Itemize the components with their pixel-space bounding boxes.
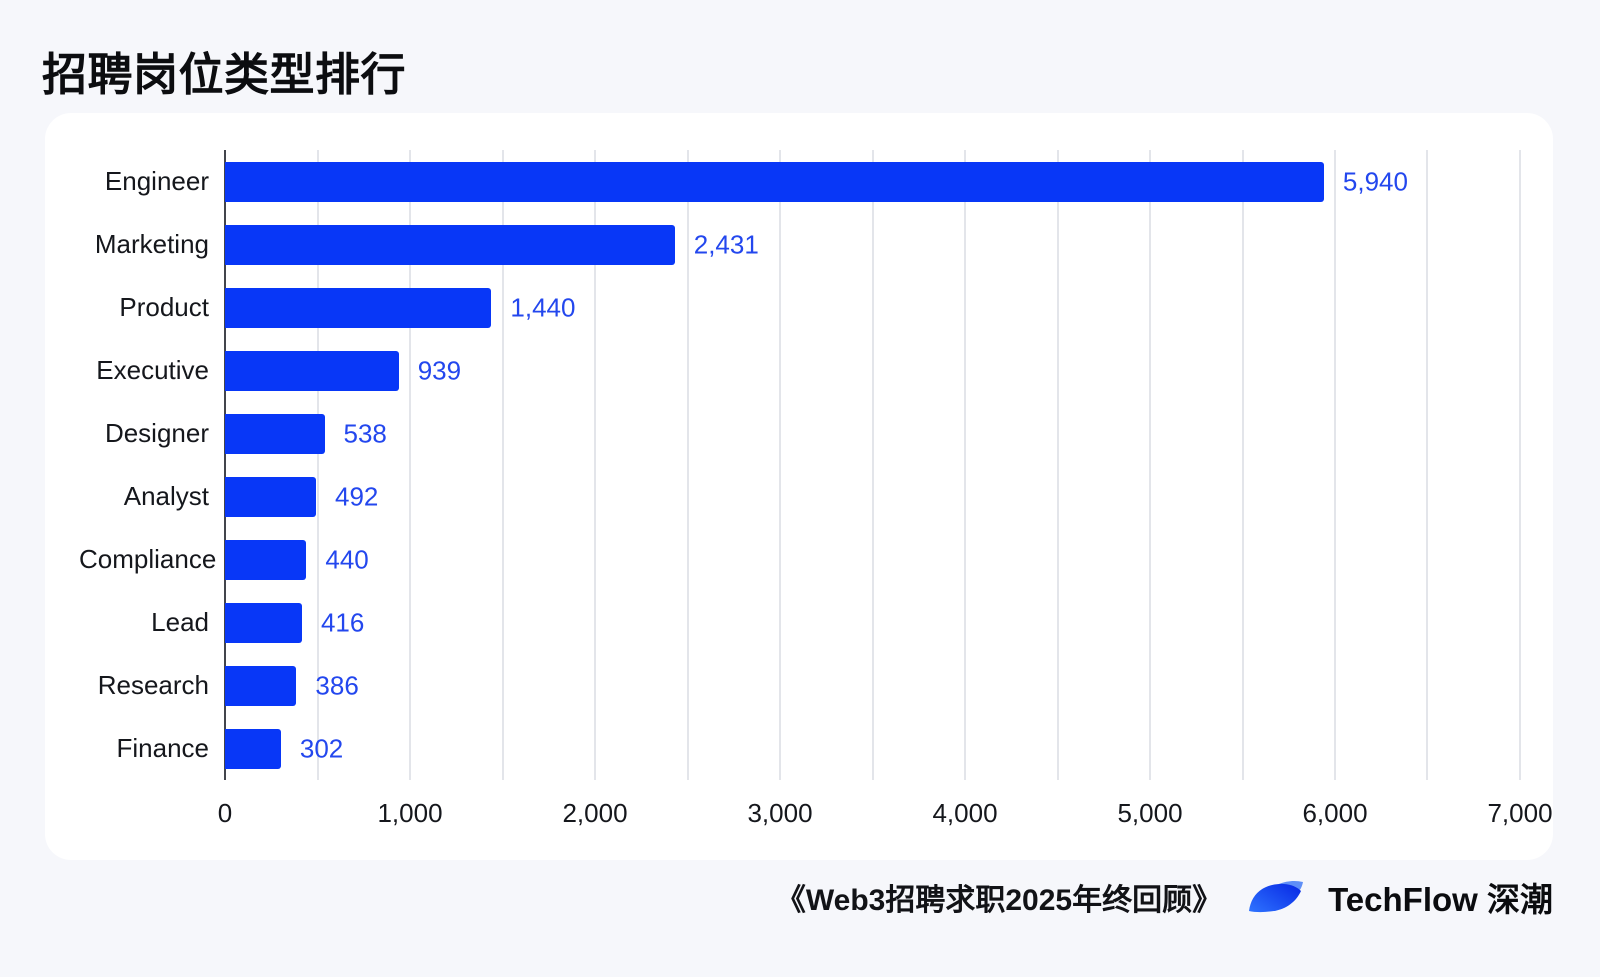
bar-track: 440 [225, 539, 1520, 580]
category-label: Research [97, 670, 209, 700]
value-label: 5,940 [1342, 166, 1408, 196]
gridline [779, 150, 781, 780]
page-title: 招聘岗位类型排行 [42, 49, 407, 100]
x-tick-label: 4,000 [932, 798, 998, 828]
chart-card: Engineer 5,940 Marketing 2,431 Product 1,440 E… [45, 113, 1553, 860]
category-label: Executive [96, 355, 209, 385]
x-tick-label: 0 [217, 798, 233, 828]
bar-row: Marketing 2,431 [79, 213, 1520, 276]
gridline [1241, 150, 1244, 780]
brand-text: TechFlow 深潮 [1328, 881, 1553, 918]
gridline [594, 150, 596, 780]
footer: 《Web3招聘求职2025年终回顾》 TechFlow 深潮 [776, 872, 1553, 922]
gridline [1426, 150, 1429, 780]
bar-track: 416 [225, 602, 1520, 643]
bar-row: Analyst 492 [79, 465, 1520, 528]
value-label: 302 [299, 733, 344, 763]
value-label: 492 [335, 481, 379, 511]
bar-row: Executive 939 [79, 339, 1520, 402]
bar-row: Designer 538 [79, 402, 1520, 465]
bar [225, 224, 675, 265]
gridline [871, 150, 874, 780]
gridline [1056, 150, 1059, 780]
value-label: 386 [315, 670, 359, 700]
x-tick-label: 7,000 [1487, 798, 1553, 828]
gridline [686, 150, 689, 780]
value-label: 2,431 [693, 229, 759, 259]
bar-row: Engineer 5,940 [79, 150, 1520, 213]
value-label: 1,440 [510, 292, 576, 322]
x-tick-label: 1,000 [377, 798, 443, 828]
bar-track: 302 [225, 728, 1520, 769]
bar-row: Compliance 440 [79, 528, 1520, 591]
bar-chart: Engineer 5,940 Marketing 2,431 Product 1,440 E… [79, 150, 1553, 828]
bar-row: Finance 302 [79, 717, 1520, 780]
value-label: 440 [325, 544, 369, 574]
bar [225, 728, 281, 769]
gridline [964, 150, 966, 780]
bar-track: 939 [225, 350, 1520, 391]
bar [225, 602, 302, 643]
gridline [501, 150, 504, 780]
x-tick-label: 5,000 [1117, 798, 1183, 828]
gridline [1149, 150, 1151, 780]
techflow-leaf-logo-icon [1249, 880, 1304, 913]
gridline [1334, 150, 1336, 780]
bar-track: 2,431 [225, 224, 1520, 265]
bar-track: 1,440 [225, 287, 1520, 328]
bar-track: 492 [225, 476, 1520, 517]
bar-row: Lead 416 [79, 591, 1520, 654]
x-axis-ticks: 0 1,000 2,000 3,000 4,000 5,000 6,000 7,000 [218, 798, 1553, 832]
bar [225, 161, 1324, 202]
y-axis-line [224, 150, 226, 780]
bar [225, 287, 492, 328]
plot-area [224, 150, 1521, 780]
bar-rows: Engineer 5,940 Marketing 2,431 Product 1,440 E… [79, 150, 1520, 780]
category-label: Engineer [104, 166, 209, 196]
bar [225, 476, 317, 517]
gridline [316, 150, 319, 780]
category-label: Analyst [123, 481, 209, 511]
x-tick-label: 6,000 [1302, 798, 1368, 828]
category-label: Marketing [94, 229, 209, 259]
category-label: Lead [151, 607, 209, 637]
x-tick-label: 2,000 [562, 798, 628, 828]
value-label: 416 [320, 607, 365, 637]
category-label: Designer [104, 418, 209, 448]
bar-track: 5,940 [225, 161, 1520, 202]
source-text: 《Web3招聘求职2025年终回顾》 [775, 884, 1223, 917]
bar-row: Research 386 [79, 654, 1520, 717]
logo-main-shape [1249, 883, 1302, 913]
category-label: Product [119, 292, 209, 322]
value-label: 939 [417, 355, 462, 385]
bar [225, 665, 297, 706]
bar-track: 538 [225, 413, 1520, 454]
gridline [409, 150, 411, 780]
bar-row: Product 1,440 [79, 276, 1520, 339]
category-label: Compliance [79, 544, 217, 574]
gridline [1519, 150, 1521, 780]
value-label: 538 [343, 418, 387, 448]
category-label: Finance [116, 733, 210, 763]
bar [225, 350, 399, 391]
x-tick-label: 3,000 [747, 798, 813, 828]
bar-track: 386 [225, 665, 1520, 706]
bar [225, 413, 325, 454]
bar [225, 539, 307, 580]
